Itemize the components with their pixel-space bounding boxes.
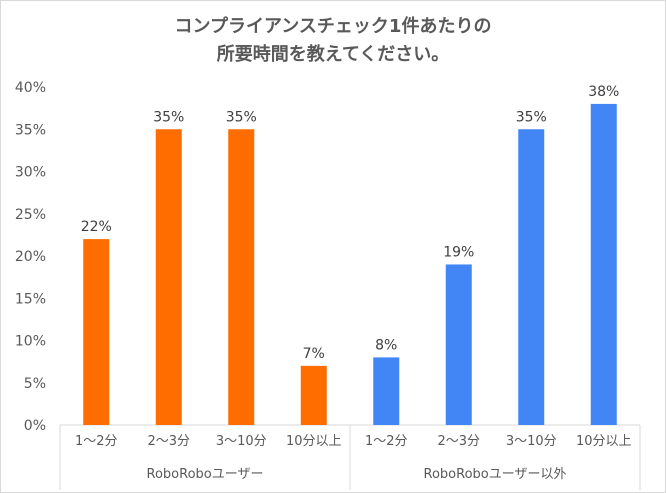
x-tick-label: 3～10分	[506, 434, 557, 449]
bar	[155, 129, 182, 425]
x-tick-label: 1～2分	[365, 434, 408, 449]
y-tick-label: 35%	[15, 122, 46, 138]
data-label: 22%	[81, 219, 112, 235]
bar	[518, 129, 545, 425]
bar	[590, 103, 617, 426]
data-label: 35%	[226, 109, 257, 125]
y-tick-label: 5%	[24, 376, 46, 392]
data-label: 7%	[303, 346, 325, 362]
group-label: RoboRoboユーザー以外	[424, 467, 567, 482]
y-tick-label: 25%	[15, 207, 46, 223]
y-tick-label: 0%	[24, 418, 46, 434]
bar	[300, 365, 327, 425]
group-label: RoboRoboユーザー	[147, 467, 264, 482]
bar	[83, 239, 110, 425]
y-tick-label: 20%	[15, 249, 46, 265]
x-tick-label: 2～3分	[437, 434, 480, 449]
data-label: 19%	[443, 244, 474, 260]
bar	[445, 264, 472, 425]
y-tick-label: 30%	[15, 165, 46, 181]
y-tick-label: 15%	[15, 291, 46, 307]
y-tick-label: 40%	[15, 80, 46, 96]
bar	[373, 357, 400, 425]
bar	[228, 129, 255, 425]
data-label: 38%	[588, 84, 619, 100]
chart-title-line-1: コンプライアンスチェック1件あたりの	[174, 16, 492, 37]
x-tick-label: 10分以上	[286, 434, 342, 449]
data-label: 35%	[516, 109, 547, 125]
chart-title-line-2: 所要時間を教えてください。	[216, 44, 450, 65]
data-label: 35%	[153, 109, 184, 125]
x-tick-label: 2～3分	[147, 434, 190, 449]
y-tick-label: 10%	[15, 334, 46, 350]
x-tick-label: 3～10分	[216, 434, 267, 449]
data-label: 8%	[375, 337, 397, 353]
x-tick-label: 1～2分	[75, 434, 118, 449]
x-tick-label: 10分以上	[576, 434, 632, 449]
